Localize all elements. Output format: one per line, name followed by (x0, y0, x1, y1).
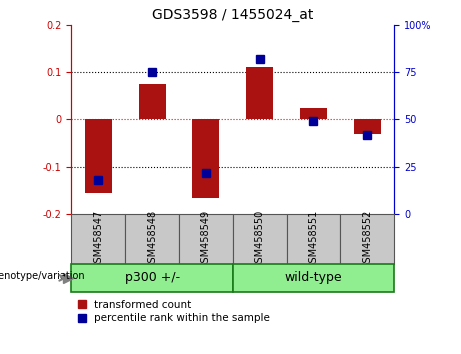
Text: GSM458548: GSM458548 (147, 209, 157, 269)
Text: genotype/variation: genotype/variation (0, 272, 86, 281)
Bar (233, 214, 287, 264)
Bar (193, 119, 219, 198)
Bar (246, 67, 273, 119)
Bar (300, 108, 327, 119)
Bar (85, 119, 112, 193)
Text: GSM458549: GSM458549 (201, 209, 211, 269)
Bar (287, 214, 340, 264)
Bar (71, 264, 233, 292)
Text: GSM458551: GSM458551 (308, 209, 319, 269)
Text: GSM458547: GSM458547 (93, 209, 103, 269)
Bar (340, 214, 394, 264)
Text: GSM458552: GSM458552 (362, 209, 372, 269)
Bar (71, 214, 125, 264)
Bar (179, 214, 233, 264)
Text: wild-type: wild-type (284, 272, 342, 284)
Title: GDS3598 / 1455024_at: GDS3598 / 1455024_at (152, 8, 313, 22)
Legend: transformed count, percentile rank within the sample: transformed count, percentile rank withi… (77, 299, 271, 324)
Text: p300 +/-: p300 +/- (124, 272, 180, 284)
Bar (125, 214, 179, 264)
Bar (139, 84, 165, 119)
Bar (233, 264, 394, 292)
Text: GSM458550: GSM458550 (254, 209, 265, 269)
Bar (354, 119, 381, 134)
